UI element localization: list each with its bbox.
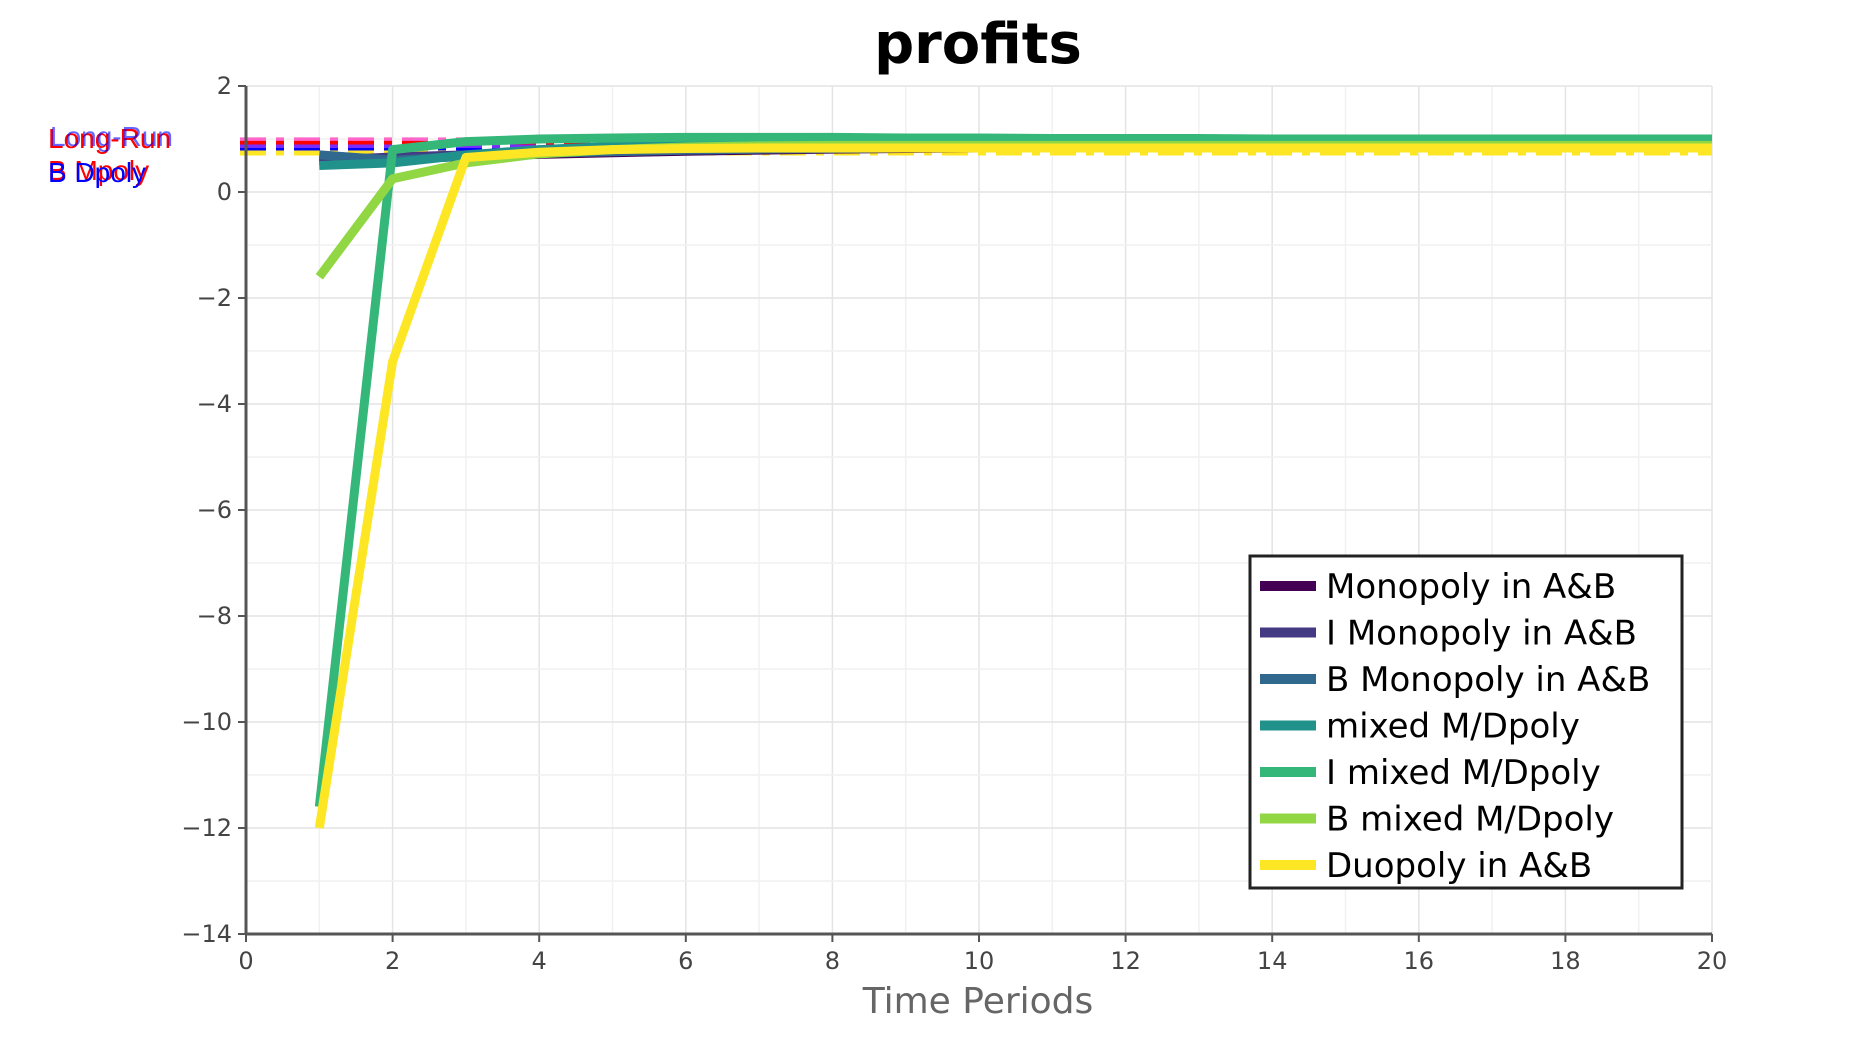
series-line-6 — [315, 140, 1712, 280]
reference-label: B Mpoly — [48, 155, 149, 186]
chart-title: profits — [874, 12, 1082, 77]
series-lines — [314, 132, 1712, 829]
x-tick-label: 16 — [1404, 947, 1435, 975]
x-tick-label: 10 — [964, 947, 995, 975]
x-tick-label: 2 — [385, 947, 400, 975]
legend-entry: B Monopoly in A&B — [1326, 660, 1650, 700]
legend-entry: mixed M/Dpoly — [1326, 707, 1580, 747]
y-tick-label: −14 — [181, 920, 232, 948]
legend-entry: B mixed M/Dpoly — [1326, 800, 1614, 840]
y-tick-label: 2 — [217, 72, 232, 100]
x-axis-label: Time Periods — [862, 981, 1094, 1022]
x-tick-label: 0 — [238, 947, 253, 975]
x-tick-label: 6 — [678, 947, 693, 975]
x-tick-label: 20 — [1697, 947, 1728, 975]
y-tick-label: −4 — [197, 390, 232, 418]
y-tick-label: −6 — [197, 496, 232, 524]
y-tick-label: −12 — [181, 814, 232, 842]
x-tick-label: 18 — [1550, 947, 1581, 975]
x-tick-labels: 0 2 4 6 8 10 12 14 16 18 20 — [238, 947, 1727, 975]
legend-entry: Duopoly in A&B — [1326, 846, 1592, 886]
legend-entry: Monopoly in A&B — [1326, 567, 1616, 607]
legend-box — [1248, 554, 1684, 890]
legend-entry: I Monopoly in A&B — [1326, 614, 1637, 654]
y-tick-label: −8 — [197, 602, 232, 630]
reference-label: B Dpoly — [48, 157, 146, 188]
axes — [238, 85, 1713, 942]
legend-entry: I mixed M/Dpoly — [1326, 753, 1601, 793]
x-tick-label: 8 — [825, 947, 840, 975]
y-tick-label: −2 — [197, 284, 232, 312]
reference-label: Long-Run — [48, 123, 171, 154]
x-tick-label: 4 — [532, 947, 547, 975]
series-line-5 — [314, 132, 1712, 808]
x-tick-label: 14 — [1257, 947, 1288, 975]
legend: Monopoly in A&B I Monopoly in A&B B Monopo… — [1248, 554, 1684, 890]
y-tick-label: 0 — [217, 178, 232, 206]
series-line-7 — [314, 143, 1712, 829]
reference-label-overlay: Long-Run — [50, 121, 173, 152]
y-tick-label: −10 — [181, 708, 232, 736]
y-tick-labels: 2 0 −2 −4 −6 −8 −10 −12 −14 — [181, 72, 232, 948]
x-tick-label: 12 — [1110, 947, 1141, 975]
